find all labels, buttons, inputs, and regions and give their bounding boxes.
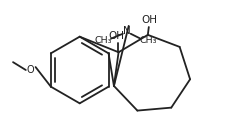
Text: O: O (27, 65, 34, 75)
Text: CH₃: CH₃ (139, 36, 156, 45)
Text: CH₃: CH₃ (94, 36, 111, 45)
Text: OH: OH (141, 15, 157, 25)
Text: N: N (122, 26, 130, 36)
Text: OH: OH (108, 32, 124, 41)
